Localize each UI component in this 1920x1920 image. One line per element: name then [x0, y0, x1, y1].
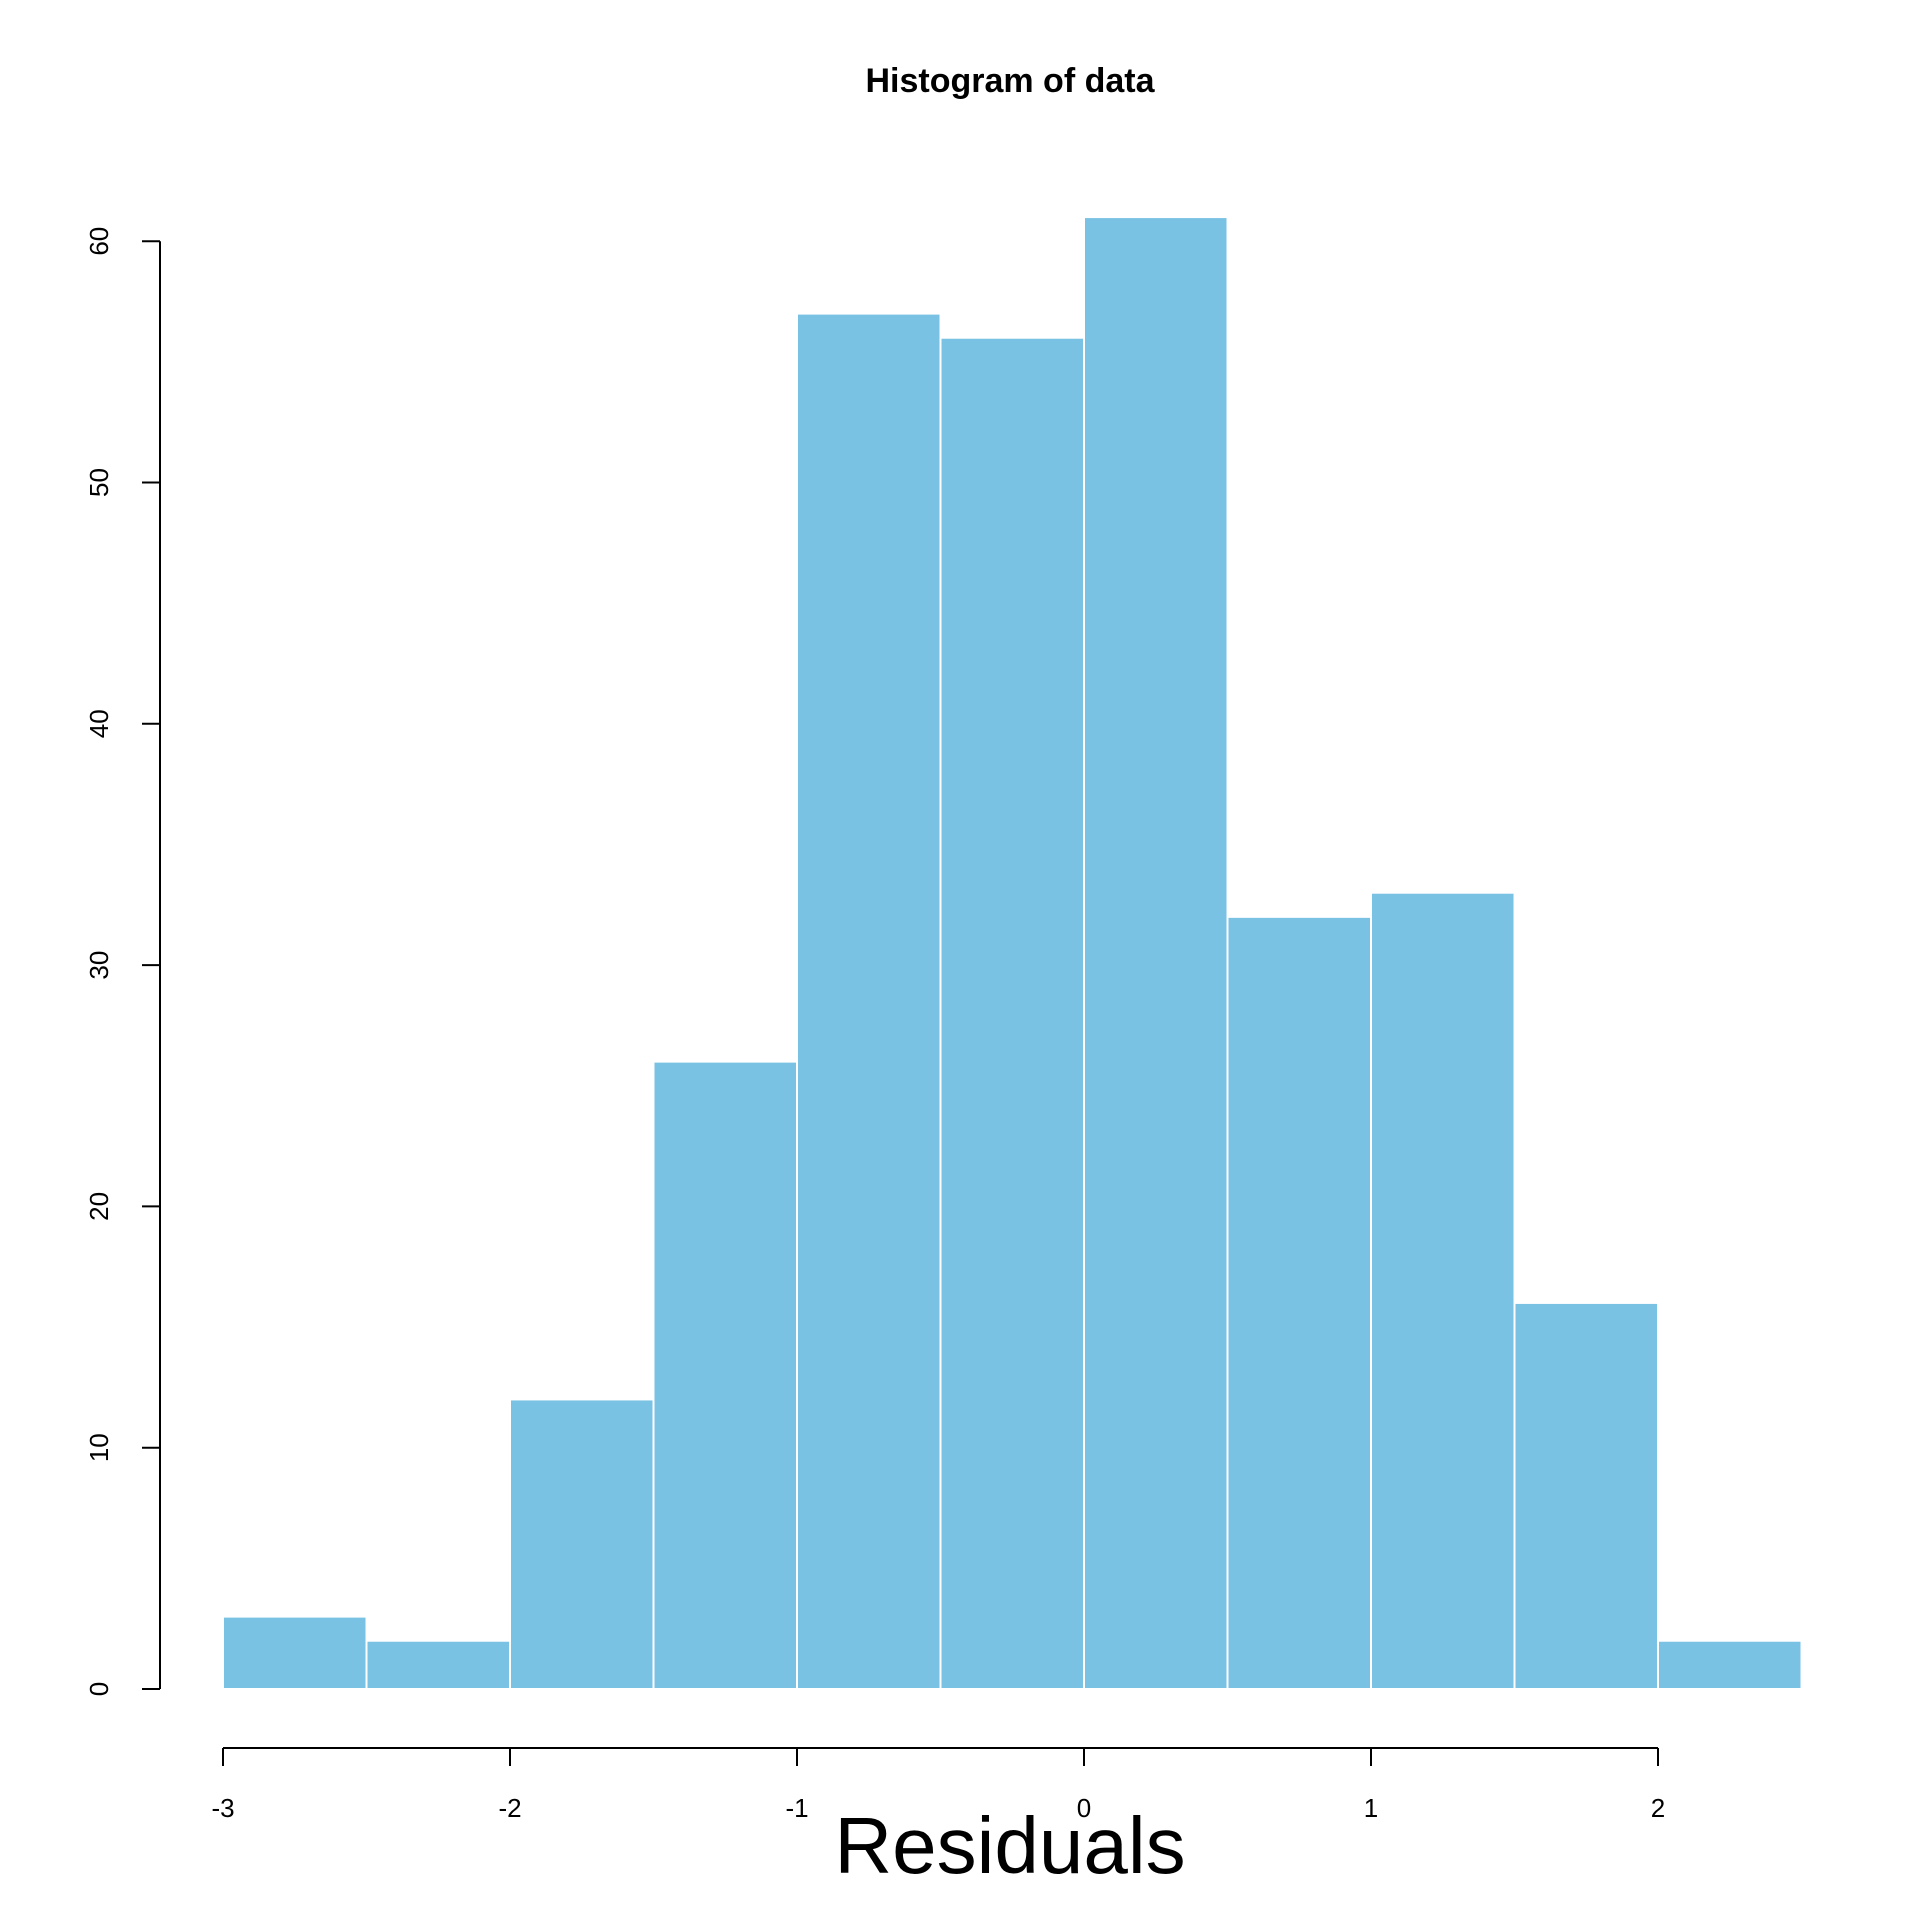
histogram-bar: [222, 1615, 368, 1690]
y-tick-label: 50: [84, 468, 114, 497]
histogram-bar: [939, 336, 1085, 1691]
x-tick-label: -3: [211, 1793, 234, 1823]
bars-group: [222, 216, 1803, 1691]
x-axis: -3 -2 -1 0 1 2: [211, 1747, 1665, 1823]
y-tick-label: 40: [84, 709, 114, 738]
histogram-bar: [1657, 1639, 1803, 1690]
histogram-bar: [1083, 216, 1229, 1691]
y-tick-label: 30: [84, 951, 114, 980]
y-tick-label: 20: [84, 1192, 114, 1221]
x-tick-label: 1: [1364, 1793, 1378, 1823]
histogram-bar: [1513, 1301, 1659, 1691]
x-tick-label: 0: [1077, 1793, 1091, 1823]
y-tick-label: 60: [84, 227, 114, 256]
histogram-bar: [652, 1060, 798, 1690]
histogram-bar: [1370, 891, 1516, 1690]
x-tick-label: -2: [498, 1793, 521, 1823]
histogram-bar: [509, 1398, 655, 1690]
y-tick-label: 10: [84, 1433, 114, 1462]
histogram-bar: [1226, 915, 1372, 1690]
x-axis-label: Residuals: [834, 1801, 1185, 1890]
histogram-bar: [365, 1639, 511, 1690]
histogram-bar: [796, 312, 942, 1691]
x-tick-label: 2: [1651, 1793, 1665, 1823]
chart-title: Histogram of data: [865, 62, 1155, 100]
y-axis: 0 10 20 30 40 50 60: [84, 227, 161, 1696]
y-tick-label: 0: [84, 1682, 114, 1696]
x-tick-label: -1: [785, 1793, 808, 1823]
